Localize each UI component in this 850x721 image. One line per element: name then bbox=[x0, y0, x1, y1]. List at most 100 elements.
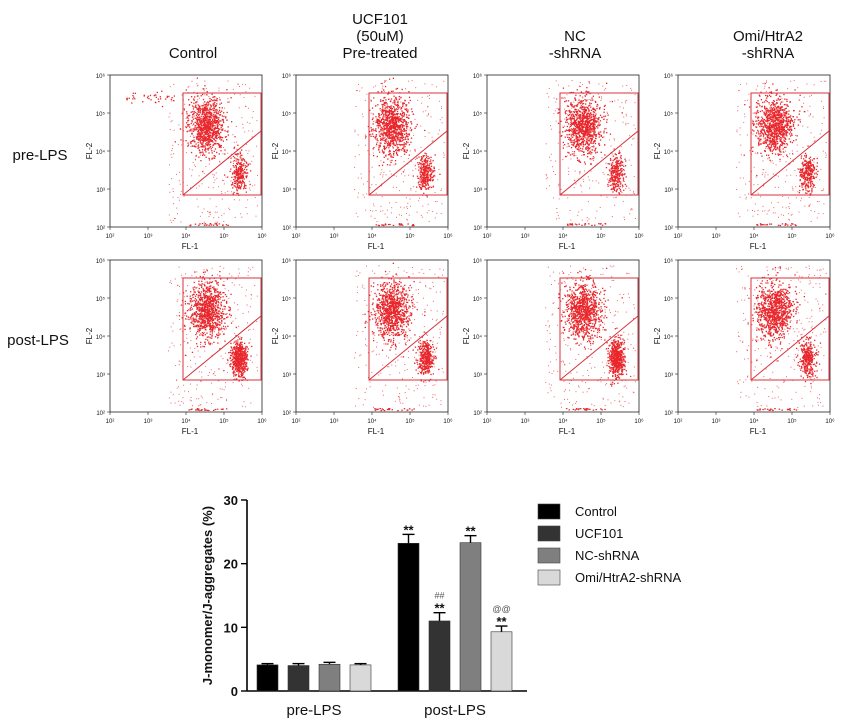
dot bbox=[384, 116, 386, 118]
dot bbox=[625, 185, 628, 187]
dot bbox=[225, 116, 227, 118]
dot bbox=[379, 142, 381, 144]
dot bbox=[387, 144, 389, 146]
dot bbox=[384, 80, 385, 82]
dot bbox=[786, 155, 789, 158]
dot bbox=[391, 139, 393, 141]
dot bbox=[443, 154, 445, 156]
dot bbox=[618, 150, 621, 152]
dot bbox=[389, 164, 391, 166]
dot bbox=[431, 177, 433, 179]
dot bbox=[575, 135, 577, 137]
dot bbox=[616, 157, 618, 159]
dot bbox=[211, 112, 213, 115]
dot bbox=[414, 149, 416, 151]
dot bbox=[402, 115, 405, 117]
dot bbox=[623, 174, 625, 176]
dot bbox=[583, 136, 585, 138]
dot bbox=[398, 139, 401, 141]
dot bbox=[219, 161, 221, 163]
dot bbox=[758, 137, 760, 139]
dot bbox=[241, 170, 243, 172]
dot bbox=[630, 87, 632, 89]
dot bbox=[206, 116, 208, 118]
dot bbox=[209, 126, 211, 128]
dot bbox=[790, 115, 792, 117]
dot bbox=[249, 122, 251, 124]
dot bbox=[246, 121, 248, 123]
dot bbox=[235, 186, 237, 188]
dot bbox=[769, 91, 771, 93]
dot bbox=[799, 110, 801, 112]
dot bbox=[394, 99, 396, 101]
dot bbox=[371, 107, 374, 109]
dot bbox=[392, 224, 395, 226]
dot bbox=[615, 161, 617, 163]
dot bbox=[766, 97, 768, 99]
dot bbox=[424, 163, 426, 165]
dot bbox=[193, 136, 195, 139]
dot bbox=[400, 125, 402, 128]
dot bbox=[216, 98, 218, 100]
dot bbox=[581, 123, 583, 126]
dot bbox=[579, 125, 581, 127]
dot bbox=[199, 135, 202, 137]
dot bbox=[431, 141, 433, 143]
dot bbox=[394, 144, 396, 146]
dot bbox=[204, 127, 206, 130]
dot bbox=[380, 142, 382, 144]
dot bbox=[568, 111, 570, 113]
dot bbox=[615, 172, 617, 174]
dot bbox=[595, 134, 598, 136]
dot bbox=[403, 113, 406, 115]
dot bbox=[581, 209, 583, 211]
dot bbox=[190, 111, 192, 113]
dot bbox=[589, 122, 591, 125]
dot bbox=[388, 130, 391, 133]
dot bbox=[410, 188, 412, 189]
dot bbox=[616, 188, 618, 190]
dot bbox=[391, 127, 392, 129]
dot bbox=[360, 177, 362, 179]
dot bbox=[622, 161, 624, 164]
dot bbox=[591, 123, 594, 125]
dot bbox=[424, 168, 426, 170]
dot bbox=[203, 137, 205, 139]
dot bbox=[758, 133, 760, 135]
dot bbox=[211, 93, 213, 95]
dot bbox=[219, 103, 221, 105]
dot bbox=[377, 122, 379, 124]
dot bbox=[589, 124, 592, 126]
dot bbox=[772, 135, 774, 138]
dot bbox=[402, 148, 405, 150]
dot bbox=[240, 176, 242, 178]
dot bbox=[424, 129, 426, 132]
dot bbox=[630, 209, 632, 211]
dot bbox=[782, 151, 785, 153]
dot bbox=[213, 182, 215, 183]
dot bbox=[216, 177, 218, 179]
dot bbox=[379, 135, 381, 138]
dot bbox=[205, 148, 207, 150]
dot bbox=[380, 99, 382, 101]
y-tick-label: 10⁵ bbox=[473, 111, 483, 118]
dot bbox=[403, 112, 405, 114]
dot bbox=[221, 124, 223, 126]
dot bbox=[580, 113, 582, 116]
dot bbox=[391, 112, 393, 114]
dot bbox=[421, 171, 423, 173]
dot bbox=[203, 125, 205, 128]
dot bbox=[773, 143, 776, 146]
dot bbox=[367, 125, 369, 128]
dot bbox=[385, 99, 387, 101]
dot bbox=[587, 139, 589, 141]
dot bbox=[216, 127, 218, 129]
dot bbox=[430, 156, 432, 158]
dot bbox=[578, 117, 580, 119]
dot bbox=[378, 125, 380, 127]
dot bbox=[768, 117, 770, 119]
dot bbox=[205, 151, 207, 153]
dot bbox=[579, 85, 581, 87]
dot bbox=[585, 91, 587, 93]
dot bbox=[401, 121, 403, 123]
